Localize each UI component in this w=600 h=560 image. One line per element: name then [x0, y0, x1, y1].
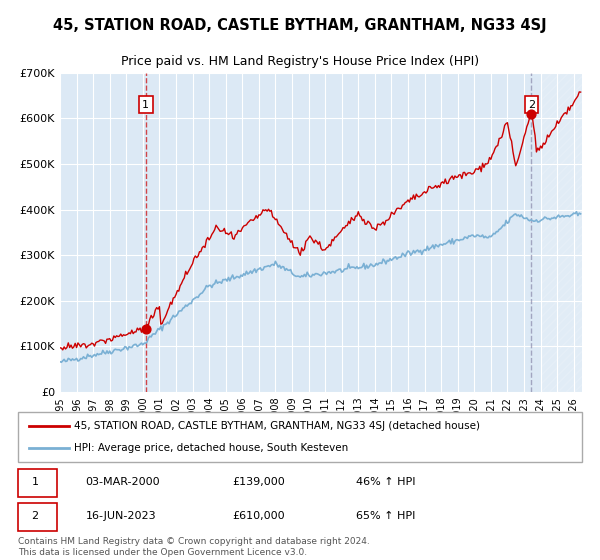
Text: £610,000: £610,000: [232, 511, 285, 521]
Text: 46% ↑ HPI: 46% ↑ HPI: [356, 478, 416, 487]
Text: 1: 1: [31, 478, 38, 487]
Text: 45, STATION ROAD, CASTLE BYTHAM, GRANTHAM, NG33 4SJ (detached house): 45, STATION ROAD, CASTLE BYTHAM, GRANTHA…: [74, 421, 481, 431]
Point: [527, 109, 536, 118]
FancyBboxPatch shape: [18, 469, 58, 497]
Text: 45, STATION ROAD, CASTLE BYTHAM, GRANTHAM, NG33 4SJ: 45, STATION ROAD, CASTLE BYTHAM, GRANTHA…: [53, 18, 547, 33]
Text: £139,000: £139,000: [232, 478, 285, 487]
Point: [141, 324, 151, 333]
Text: HPI: Average price, detached house, South Kesteven: HPI: Average price, detached house, Sout…: [74, 443, 349, 453]
Text: 2: 2: [528, 100, 535, 110]
FancyBboxPatch shape: [18, 412, 582, 462]
Bar: [541, 73, 582, 392]
Text: 2: 2: [31, 511, 38, 521]
Text: 1: 1: [142, 100, 149, 110]
Text: 03-MAR-2000: 03-MAR-2000: [86, 478, 160, 487]
Text: Contains HM Land Registry data © Crown copyright and database right 2024.
This d: Contains HM Land Registry data © Crown c…: [18, 538, 370, 557]
Text: 65% ↑ HPI: 65% ↑ HPI: [356, 511, 416, 521]
Text: 16-JUN-2023: 16-JUN-2023: [86, 511, 157, 521]
FancyBboxPatch shape: [18, 503, 58, 531]
Text: Price paid vs. HM Land Registry's House Price Index (HPI): Price paid vs. HM Land Registry's House …: [121, 55, 479, 68]
